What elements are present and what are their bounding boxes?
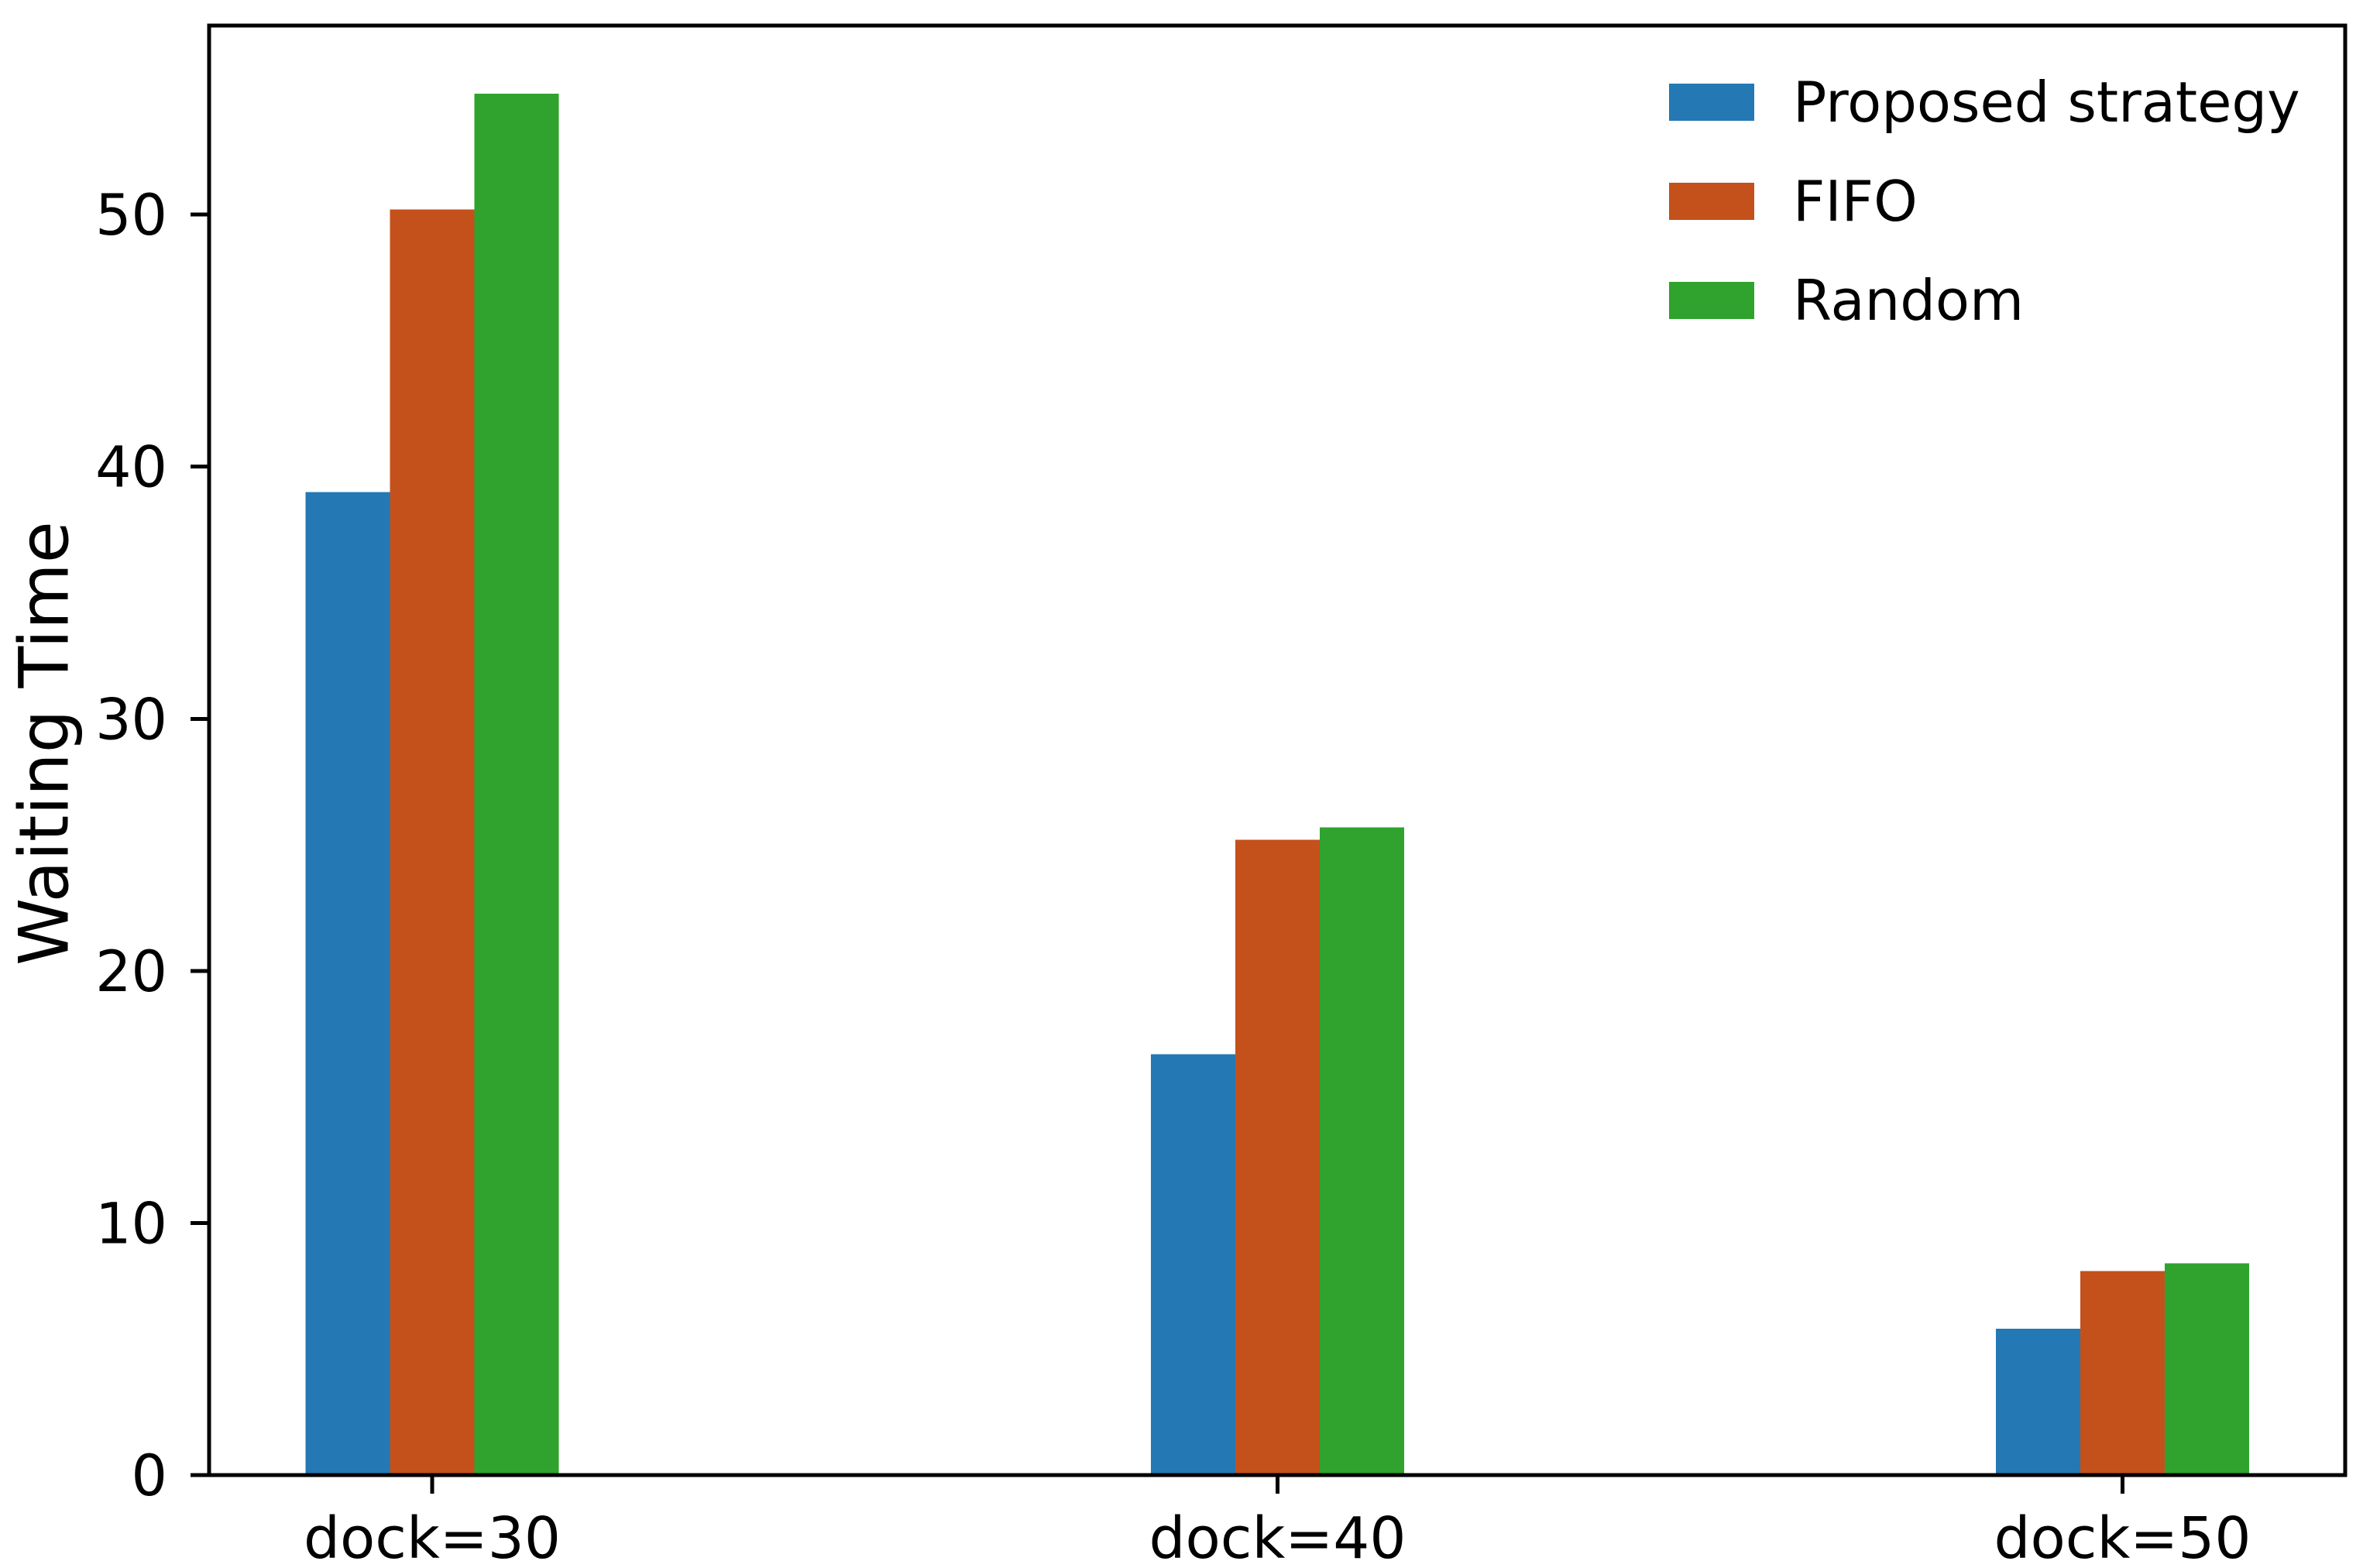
x-tick-label: dock=40: [1149, 1505, 1406, 1568]
bar-series1-cat1: [1235, 839, 1320, 1475]
legend-item: FIFO: [1669, 173, 2300, 229]
legend-item: Proposed strategy: [1669, 74, 2300, 130]
bar-series0-cat2: [1996, 1329, 2080, 1475]
legend-swatch: [1669, 282, 1754, 319]
x-tick-label: dock=30: [304, 1505, 561, 1568]
y-tick-label: 30: [95, 687, 167, 753]
y-tick-label: 10: [95, 1191, 167, 1257]
bar-series2-cat2: [2165, 1263, 2249, 1475]
bar-series1-cat0: [390, 209, 475, 1475]
x-tick-label: dock=50: [1994, 1505, 2251, 1568]
y-tick-label: 50: [95, 183, 167, 249]
legend: Proposed strategy FIFO Random: [1669, 74, 2300, 372]
y-tick-label: 40: [95, 435, 167, 501]
bar-series2-cat0: [474, 93, 559, 1476]
bar-series0-cat0: [305, 492, 390, 1475]
legend-item: Random: [1669, 273, 2300, 328]
legend-swatch: [1669, 183, 1754, 220]
bar-series2-cat1: [1320, 827, 1404, 1475]
legend-label: Random: [1793, 268, 2025, 333]
y-tick-label: 0: [132, 1443, 167, 1509]
bar-series0-cat1: [1151, 1054, 1235, 1475]
legend-label: FIFO: [1793, 169, 1918, 234]
y-axis-label: Waiting Time: [4, 521, 84, 966]
bar-series1-cat2: [2080, 1271, 2165, 1475]
y-tick-label: 20: [95, 939, 167, 1005]
legend-swatch: [1669, 84, 1754, 121]
legend-label: Proposed strategy: [1793, 70, 2300, 135]
